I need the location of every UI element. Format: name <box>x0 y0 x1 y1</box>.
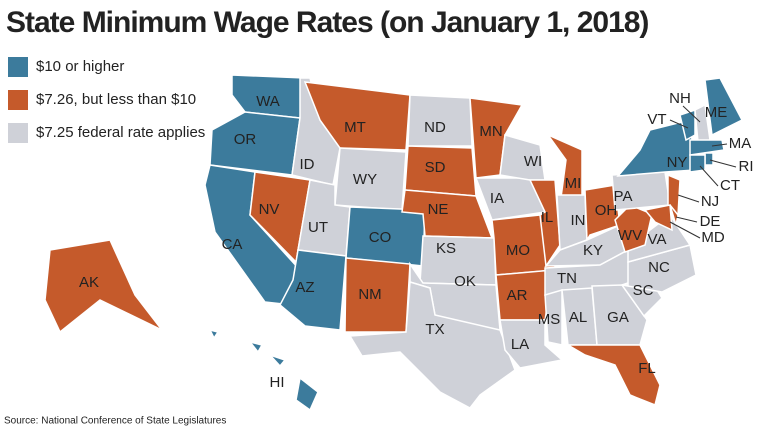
state-label: RI <box>739 158 754 175</box>
state-label: LA <box>511 336 529 353</box>
legend-label: $7.26, but less than $10 <box>36 91 196 108</box>
state <box>44 239 163 334</box>
state-label: WY <box>353 171 377 188</box>
state <box>669 204 679 226</box>
source: Source: National Conference of State Leg… <box>4 416 226 427</box>
state <box>584 184 621 243</box>
state-label: ND <box>424 119 446 136</box>
state <box>565 344 661 407</box>
title: State Minimum Wage Rates (on January 1, … <box>6 6 648 39</box>
state-label: ME <box>705 104 728 121</box>
state-label: NY <box>667 154 688 171</box>
state-label: CO <box>369 229 392 246</box>
legend-swatch <box>8 123 28 143</box>
state <box>591 284 648 346</box>
state-label: TN <box>557 270 577 287</box>
state <box>267 353 287 368</box>
state <box>499 319 564 369</box>
legend-swatch <box>8 57 28 77</box>
state-label: MI <box>565 175 582 192</box>
state <box>544 288 563 346</box>
state-label: CT <box>720 177 740 194</box>
legend-swatch <box>8 90 28 110</box>
state-label: AZ <box>295 279 314 296</box>
state-label: OH <box>595 202 618 219</box>
states <box>44 74 744 412</box>
state <box>679 108 696 142</box>
state-label: AR <box>507 287 528 304</box>
state-label: SD <box>425 159 446 176</box>
legend-label: $7.25 federal rate applies <box>36 124 205 141</box>
state <box>407 94 473 147</box>
state-label: OR <box>234 131 257 148</box>
state <box>704 152 714 166</box>
leaders <box>669 105 737 239</box>
state-label: TX <box>425 321 444 338</box>
state <box>689 139 725 156</box>
state-label: NV <box>259 201 280 218</box>
state <box>643 204 673 232</box>
state <box>279 249 347 331</box>
state-label: GA <box>607 309 629 326</box>
state-label: ID <box>300 156 315 173</box>
state <box>248 340 264 354</box>
state <box>208 328 220 340</box>
state-label: MS <box>538 311 561 328</box>
state-label: NH <box>669 90 691 107</box>
state-label: IA <box>490 190 504 207</box>
state-label: DE <box>700 213 721 230</box>
state-label: NJ <box>701 193 719 210</box>
state-label: MO <box>506 242 530 259</box>
state-label: VA <box>648 231 667 248</box>
state-label: UT <box>308 219 328 236</box>
state <box>704 77 744 137</box>
state-label: KS <box>436 240 456 257</box>
state-label: CA <box>222 236 243 253</box>
state <box>348 281 516 409</box>
state-label: PA <box>614 188 633 205</box>
state-label: NE <box>428 201 449 218</box>
state-label: KY <box>583 242 603 259</box>
state-label: IN <box>571 212 586 229</box>
state-label: AK <box>79 274 99 291</box>
state-label: FL <box>638 360 656 377</box>
state-label: MD <box>701 229 724 246</box>
state-label: WV <box>618 227 642 244</box>
state-label: OK <box>454 273 476 290</box>
state-label: MT <box>344 119 366 136</box>
state-label: MA <box>729 135 752 152</box>
state-label: NC <box>648 259 670 276</box>
state <box>303 81 411 151</box>
state-label: WA <box>256 93 280 110</box>
state <box>295 376 319 412</box>
state-label: IL <box>541 209 554 226</box>
state-label: AL <box>569 309 587 326</box>
legend-label: $10 or higher <box>36 58 124 75</box>
state-label: MN <box>479 123 502 140</box>
state-label: SC <box>633 282 654 299</box>
state-label: HI <box>270 374 285 391</box>
state-label: VT <box>647 111 666 128</box>
state-label: WI <box>524 153 542 170</box>
state-label: NM <box>358 286 381 303</box>
